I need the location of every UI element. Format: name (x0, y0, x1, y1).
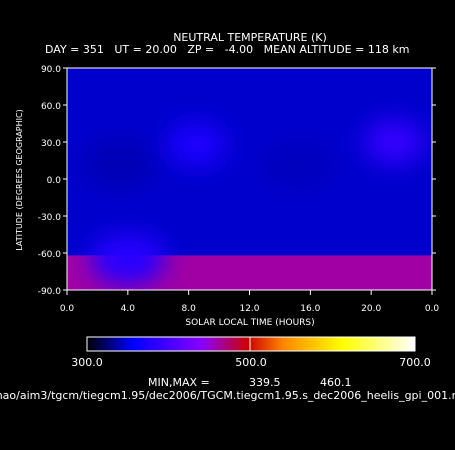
y-tick-label: -60.0 (38, 250, 62, 260)
chart-subtitle: DAY = 351 UT = 20.00 ZP = -4.00 MEAN ALT… (45, 43, 409, 56)
max-value: 460.1 (320, 376, 352, 389)
colorbar-tick-label: 700.0 (399, 356, 431, 369)
y-tick-label: 60.0 (41, 102, 61, 112)
colorbar (86, 336, 416, 352)
field-feature-cold-1 (260, 138, 337, 191)
field-feature-warm-3 (363, 120, 424, 164)
y-tick-label: 30.0 (41, 139, 61, 149)
plot-area (67, 68, 432, 290)
y-axis-label: LATITUDE (DEGREES GEOGRAPHIC) (15, 109, 24, 250)
x-tick-label: 12.0 (239, 304, 259, 314)
x-tick-label: 0.0 (425, 304, 440, 314)
chart-title: NEUTRAL TEMPERATURE (K) (173, 31, 327, 44)
field-feature-warm-2 (166, 122, 227, 167)
y-tick-label: 0.0 (47, 176, 62, 186)
y-tick-label: 90.0 (41, 65, 61, 75)
x-tick-label: 8.0 (182, 304, 197, 314)
y-tick-label: -30.0 (38, 213, 62, 223)
x-tick-label: 20.0 (361, 304, 381, 314)
colorbar-tick-label: 500.0 (235, 356, 267, 369)
x-tick-label: 4.0 (121, 304, 136, 314)
x-tick-label: 0.0 (60, 304, 75, 314)
file-path: /hao/aim3/tgcm/tiegcm1.95/dec2006/TGCM.t… (0, 389, 455, 402)
y-tick-label: -90.0 (38, 287, 62, 297)
field-feature-cold-4 (89, 233, 166, 286)
x-axis-label: SOLAR LOCAL TIME (HOURS) (185, 318, 314, 328)
min-value: 339.5 (249, 376, 281, 389)
x-tick-label: 16.0 (300, 304, 320, 314)
min-max-label: MIN,MAX = (148, 376, 210, 389)
colorbar-tick-label: 300.0 (71, 356, 103, 369)
field-feature-cold-0 (82, 138, 159, 191)
